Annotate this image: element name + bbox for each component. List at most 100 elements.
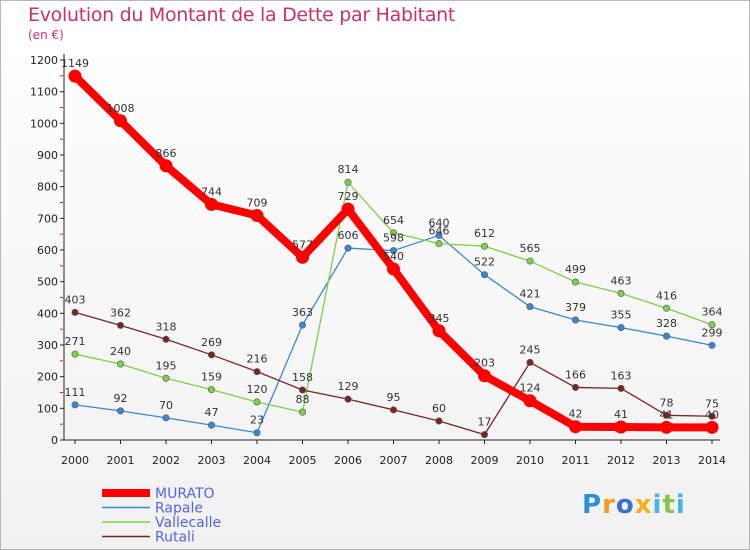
data-label-rutali: 269: [201, 336, 222, 349]
data-point-rutali: [708, 412, 716, 420]
data-point-vallecalle: [344, 178, 352, 186]
data-point-rutali: [526, 358, 534, 366]
data-label-murato: 41: [614, 408, 628, 421]
data-point-rutali: [71, 308, 79, 316]
data-point-vallecalle: [480, 242, 488, 250]
chart-subtitle: (en €): [28, 28, 64, 42]
data-point-rapale: [480, 271, 488, 279]
y-tick-label: 100: [37, 402, 58, 415]
chart-title: Evolution du Montant de la Dette par Hab…: [28, 4, 456, 26]
data-label-rapale: 379: [565, 301, 586, 314]
y-tick-label: 200: [37, 371, 58, 384]
y-tick-label: 400: [37, 307, 58, 320]
data-label-murato: 540: [383, 250, 404, 263]
data-point-vallecalle: [571, 278, 579, 286]
legend-label-rapale: Rapale: [155, 501, 203, 517]
data-point-murato: [660, 420, 673, 434]
y-tick-label: 1200: [30, 54, 58, 67]
data-label-murato: 345: [429, 312, 450, 325]
data-point-rapale: [571, 316, 579, 324]
data-label-rapale: 111: [65, 386, 86, 399]
data-label-murato: 729: [338, 190, 359, 203]
data-label-rutali: 163: [611, 369, 632, 382]
x-tick-label: 2001: [107, 454, 135, 467]
logo-letter: t: [662, 490, 676, 520]
data-label-rapale: 606: [338, 229, 359, 242]
data-point-rapale: [298, 321, 306, 329]
data-label-rapale: 47: [205, 406, 219, 419]
data-label-rapale: 421: [520, 288, 541, 301]
x-tick-label: 2002: [152, 454, 180, 467]
data-label-rutali: 362: [110, 306, 131, 319]
data-point-rapale: [617, 324, 625, 332]
data-point-rutali: [662, 411, 670, 419]
data-label-murato: 42: [569, 408, 583, 421]
data-label-rutali: 129: [338, 380, 359, 393]
data-point-murato: [250, 208, 264, 222]
data-label-murato: 709: [247, 196, 268, 209]
proxiti-logo: Proxiti: [582, 490, 686, 520]
data-label-rutali: 75: [705, 397, 719, 410]
data-label-murato: 866: [156, 147, 177, 160]
legend-label-rutali: Rutali: [155, 530, 195, 546]
data-label-rutali: 78: [660, 396, 674, 409]
data-label-rutali: 216: [247, 353, 268, 366]
data-label-vallecalle: 195: [156, 359, 177, 372]
y-tick-label: 1100: [30, 86, 58, 99]
logo-letter: i: [675, 490, 686, 520]
data-label-vallecalle: 88: [296, 393, 310, 406]
data-point-rutali: [298, 386, 306, 394]
data-label-rapale: 328: [656, 317, 677, 330]
x-tick-label: 2014: [698, 454, 726, 467]
data-label-rutali: 17: [478, 416, 492, 429]
data-point-rapale: [253, 429, 261, 437]
data-point-murato: [341, 202, 355, 216]
data-point-rutali: [162, 335, 170, 343]
x-tick-label: 2013: [653, 454, 681, 467]
x-tick-label: 2006: [334, 454, 362, 467]
data-point-murato: [114, 114, 127, 128]
x-tick-label: 2009: [471, 454, 499, 467]
data-point-murato: [614, 420, 628, 434]
data-point-vallecalle: [662, 304, 670, 312]
data-point-vallecalle: [389, 229, 397, 237]
data-point-rapale: [526, 303, 534, 311]
data-point-vallecalle: [117, 360, 125, 368]
data-point-vallecalle: [708, 321, 716, 329]
data-point-murato: [478, 369, 491, 383]
data-point-vallecalle: [435, 240, 443, 248]
data-label-vallecalle: 240: [110, 345, 131, 358]
data-point-rapale: [71, 401, 79, 409]
y-tick-label: 600: [37, 244, 58, 257]
data-label-vallecalle: 364: [702, 306, 723, 319]
data-label-rutali: 245: [520, 343, 541, 356]
data-label-murato: 1149: [61, 57, 89, 70]
x-tick-label: 2008: [425, 454, 453, 467]
data-label-vallecalle: 159: [201, 371, 222, 384]
data-label-rutali: 158: [292, 371, 313, 384]
data-point-murato: [705, 420, 719, 434]
data-label-rapale: 92: [114, 392, 128, 405]
data-point-murato: [387, 262, 400, 276]
logo-letter: i: [652, 490, 663, 520]
x-tick-label: 2010: [516, 454, 544, 467]
data-point-vallecalle: [253, 398, 261, 406]
data-label-vallecalle: 646: [429, 225, 450, 238]
data-label-murato: 40: [705, 408, 719, 421]
data-point-vallecalle: [526, 257, 534, 265]
data-label-rutali: 95: [387, 391, 401, 404]
y-tick-label: 500: [37, 276, 58, 289]
y-tick-label: 700: [37, 212, 58, 225]
data-point-vallecalle: [617, 289, 625, 297]
y-tick-label: 300: [37, 339, 58, 352]
data-label-rapale: 70: [159, 399, 173, 412]
data-label-vallecalle: 499: [565, 263, 586, 276]
data-point-vallecalle: [298, 408, 306, 416]
x-tick-label: 2012: [607, 454, 635, 467]
data-point-rutali: [389, 406, 397, 414]
logo-letter: P: [582, 490, 603, 520]
data-point-murato: [523, 394, 537, 408]
data-label-vallecalle: 612: [474, 227, 495, 240]
data-label-rapale: 23: [250, 414, 264, 427]
data-point-rapale: [162, 414, 170, 422]
